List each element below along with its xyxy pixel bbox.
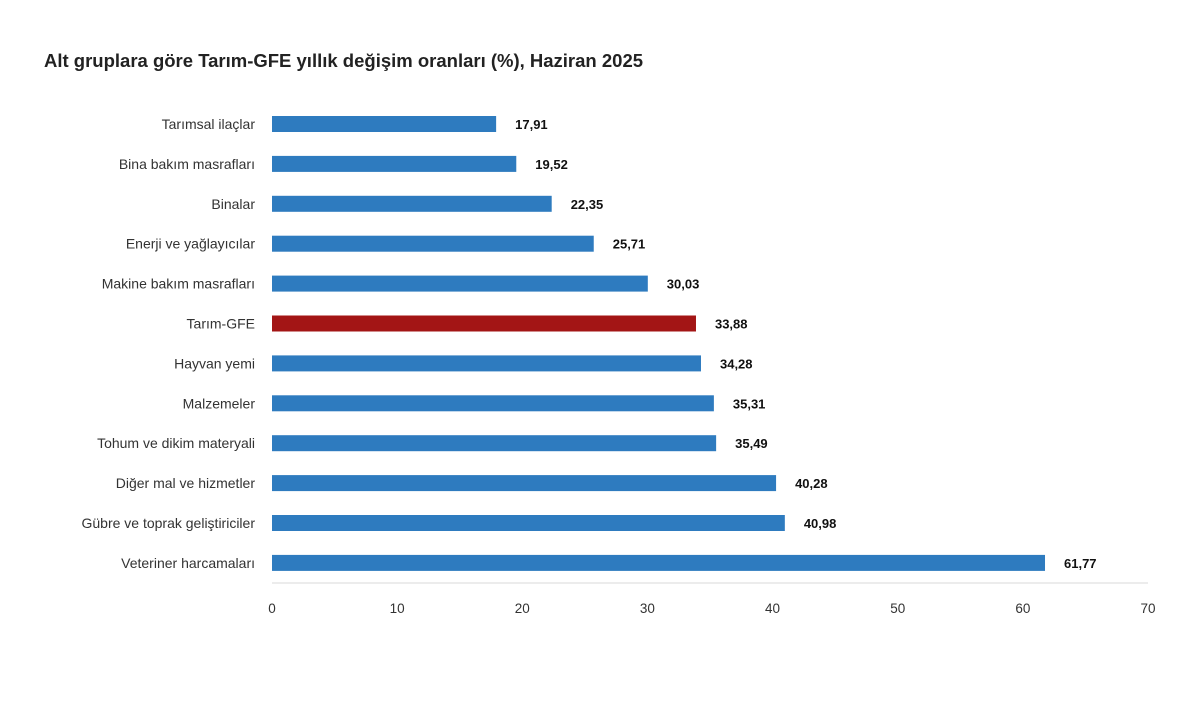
data-label: 35,31 [733, 396, 766, 411]
category-label: Tarımsal ilaçlar [162, 116, 256, 132]
bar [272, 515, 785, 531]
data-label: 30,03 [667, 277, 700, 292]
bar [272, 554, 1046, 571]
category-label: Makine bakım masrafları [102, 276, 255, 292]
bar [272, 275, 648, 292]
x-tick-label: 0 [268, 601, 276, 616]
x-tick-label: 20 [515, 601, 530, 616]
category-label: Binalar [211, 196, 255, 212]
chart-title: Alt gruplara göre Tarım-GFE yıllık değiş… [44, 50, 644, 71]
x-tick-label: 60 [1015, 601, 1030, 616]
data-label: 19,52 [535, 157, 568, 172]
bar [272, 195, 552, 212]
category-label: Diğer mal ve hizmetler [116, 475, 256, 491]
category-label: Hayvan yemi [174, 355, 255, 371]
category-label: Gübre ve toprak geliştiriciler [81, 515, 255, 531]
data-label: 25,71 [613, 237, 646, 252]
data-label: 40,28 [795, 476, 828, 491]
data-label: 34,28 [720, 356, 753, 371]
x-tick-label: 10 [390, 601, 405, 616]
x-tick-label: 30 [640, 601, 655, 616]
category-label: Veteriner harcamaları [121, 555, 255, 571]
data-label: 33,88 [715, 317, 748, 332]
bar [272, 315, 696, 332]
bar [272, 435, 717, 452]
bar [272, 155, 517, 172]
x-tick-label: 40 [765, 601, 780, 616]
category-label: Malzemeler [183, 395, 256, 411]
bar [272, 395, 714, 412]
data-label: 22,35 [571, 197, 604, 212]
category-label: Enerji ve yağlayıcılar [126, 236, 256, 252]
category-label: Bina bakım masrafları [119, 156, 255, 172]
category-label: Tohum ve dikim materyali [97, 435, 255, 451]
bar [272, 235, 594, 252]
x-tick-label: 70 [1140, 601, 1155, 616]
bar [272, 475, 777, 492]
bar [272, 116, 497, 132]
data-label: 35,49 [735, 436, 768, 451]
bar [272, 355, 701, 372]
category-label: Tarım-GFE [187, 316, 255, 332]
x-tick-label: 50 [890, 601, 905, 616]
data-label: 40,98 [804, 516, 837, 531]
data-label: 61,77 [1064, 556, 1097, 571]
data-label: 17,91 [515, 117, 548, 132]
